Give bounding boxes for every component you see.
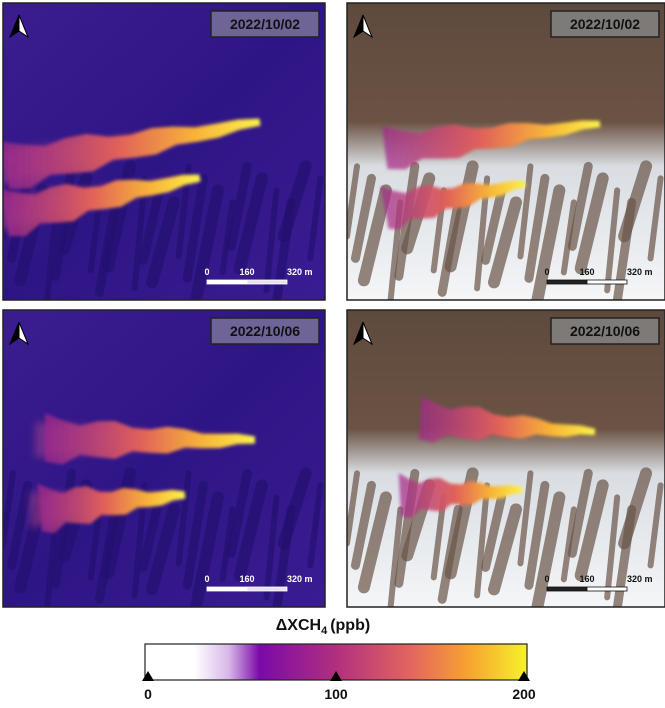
- scale-bar: [207, 280, 247, 284]
- panel-image: [0, 3, 325, 312]
- colorbar-tick-label: 0: [144, 686, 152, 702]
- scale-bar: [207, 587, 247, 591]
- scale-label: 320 m: [287, 267, 313, 277]
- date-label: 2022/10/06: [230, 323, 300, 339]
- colorbar-title: ΔXCH4(ppb): [276, 617, 370, 637]
- colorbar-tick-label: 100: [324, 686, 348, 702]
- scale-label: 0: [544, 574, 549, 584]
- scale-label: 0: [204, 574, 209, 584]
- page: {"panels": [ {"date": "2022/10/02", "sca…: [0, 0, 665, 703]
- scale-bar: [547, 280, 587, 284]
- scale-bar: [587, 280, 627, 284]
- scale-bar: [247, 280, 287, 284]
- panel: 2022/10/06 0 160 320 m: [347, 310, 665, 619]
- scale-label: 320 m: [287, 574, 313, 584]
- figure: 2022/10/020160320 m2022/10/020160320 m20…: [0, 0, 665, 703]
- scale-bar: [587, 587, 627, 591]
- date-label: 2022/10/02: [570, 16, 640, 32]
- scale-label: 160: [579, 267, 594, 277]
- panel: 2022/10/06 0 160 320 m: [3, 310, 325, 619]
- scale-label: 160: [239, 574, 254, 584]
- panel: 2022/10/02 0 160 320 m: [0, 3, 325, 312]
- scale-label: 0: [544, 267, 549, 277]
- colorbar-title-subscript: 4: [321, 625, 328, 637]
- date-label: 2022/10/02: [230, 16, 300, 32]
- panel-image: [3, 310, 325, 619]
- scale-bar: [247, 587, 287, 591]
- scale-label: 320 m: [627, 267, 653, 277]
- colorbar-title-unit: (ppb): [330, 617, 370, 634]
- panel-image: [347, 3, 665, 312]
- scale-label: 320 m: [627, 574, 653, 584]
- colorbar-title-main: ΔXCH: [276, 617, 321, 634]
- scale-bar: [547, 587, 587, 591]
- panel-image: [347, 310, 665, 619]
- date-label: 2022/10/06: [570, 323, 640, 339]
- scale-label: 0: [204, 267, 209, 277]
- colorbar-tick-label: 200: [512, 686, 536, 702]
- panel: 2022/10/02 0 160 320 m: [347, 3, 665, 312]
- scale-label: 160: [239, 267, 254, 277]
- scale-label: 160: [579, 574, 594, 584]
